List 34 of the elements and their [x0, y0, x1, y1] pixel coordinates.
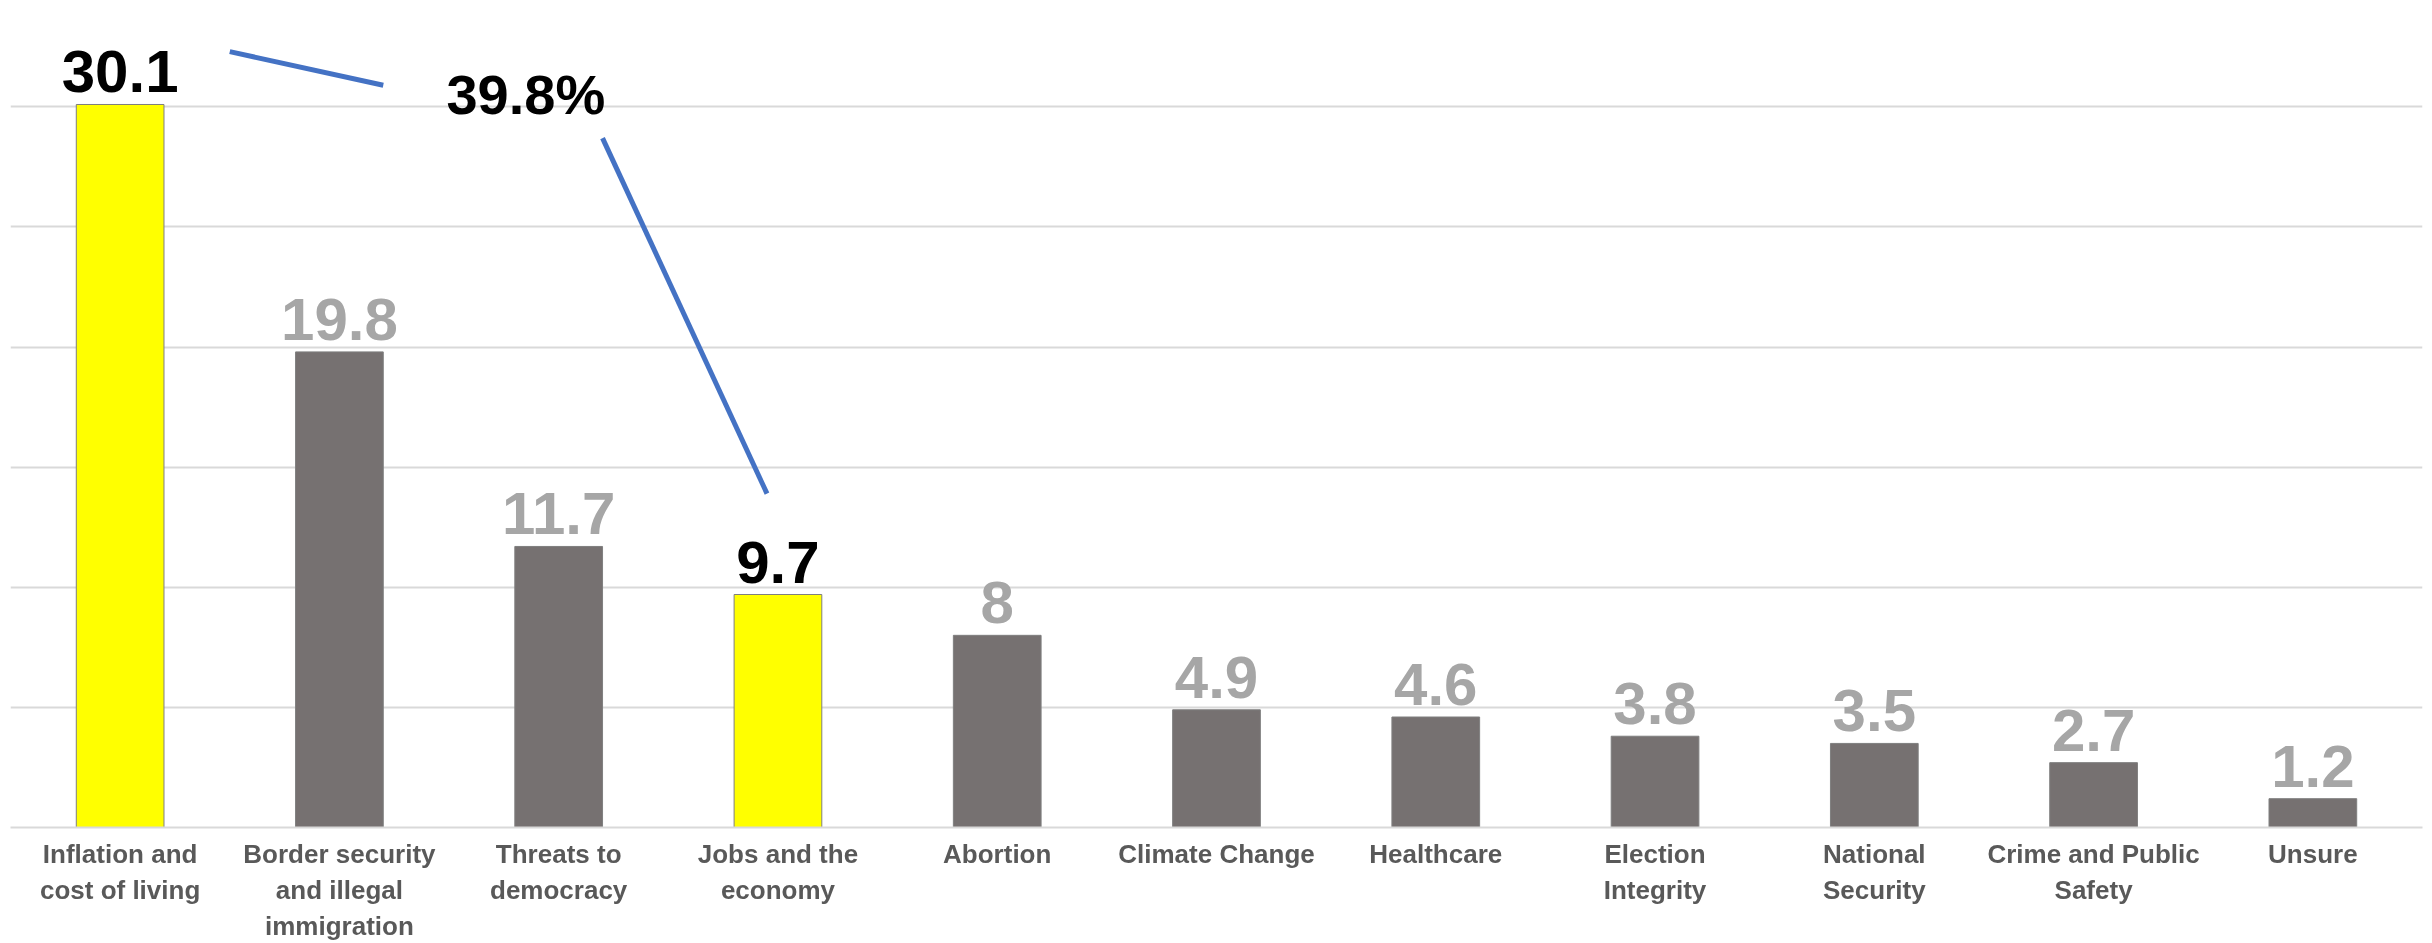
bar — [1610, 735, 1700, 828]
x-tick-label: Border security and illegal immigration — [243, 838, 437, 941]
data-label: 2.7 — [2051, 696, 2136, 764]
data-label: 19.8 — [281, 285, 398, 353]
bar — [1172, 709, 1261, 828]
data-label: 4.6 — [1394, 651, 1478, 719]
x-tick-label: Unsure — [2268, 838, 2358, 869]
bar — [952, 634, 1042, 828]
bar — [733, 594, 823, 828]
bar — [75, 103, 165, 828]
x-tick-label: Threats to democracy — [490, 838, 628, 905]
data-label: 30.1 — [61, 38, 179, 106]
bar — [1829, 742, 1919, 828]
data-label: 8 — [980, 569, 1014, 637]
data-label: 9.7 — [736, 528, 820, 596]
data-label: 11.7 — [501, 480, 616, 548]
bar — [295, 351, 384, 828]
x-tick-label: Crime and Public Safety — [1987, 838, 2200, 905]
bar — [1391, 716, 1481, 828]
data-label: 4.9 — [1174, 643, 1259, 711]
x-tick-label: Inflation and cost of living — [39, 838, 201, 905]
data-label: 3.8 — [1613, 670, 1697, 738]
x-tick-label: Jobs and the economy — [697, 838, 859, 905]
x-tick-label: National Security — [1823, 838, 1927, 905]
x-tick-label: Healthcare — [1369, 838, 1503, 869]
annotation: 39.8% — [446, 63, 606, 127]
x-tick-label: Climate Change — [1118, 838, 1315, 869]
x-tick-label: Abortion — [943, 838, 1052, 869]
bar — [2049, 762, 2138, 828]
bar — [2268, 798, 2358, 828]
data-label: 3.5 — [1832, 677, 1917, 745]
x-tick-label: Election Integrity — [1603, 838, 1707, 905]
data-label: 1.2 — [2271, 732, 2355, 800]
bar — [514, 545, 604, 828]
